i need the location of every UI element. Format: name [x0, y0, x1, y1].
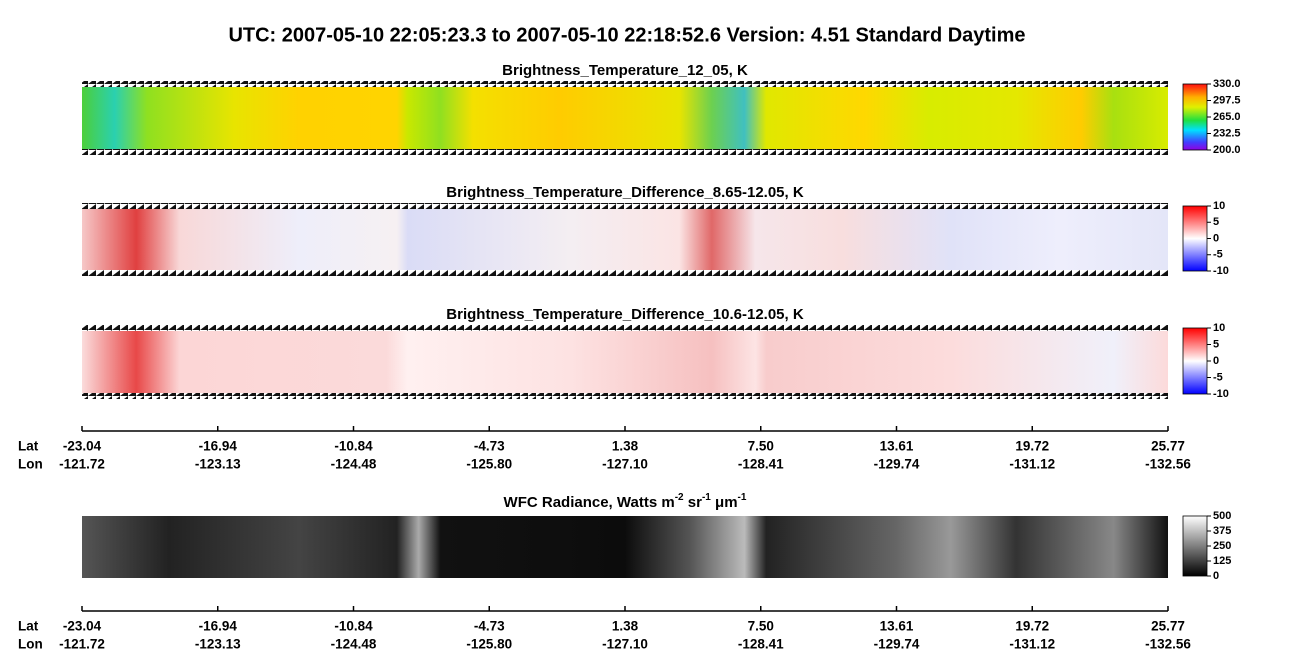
title-part: Brightness_Temperature_Difference_8.65-1…: [446, 184, 804, 201]
colorbar-tick-label: 375: [1213, 525, 1231, 537]
lon-tick-label: -131.12: [1009, 457, 1055, 472]
lon-tick-label: -127.10: [602, 457, 648, 472]
colorbar-tick-label: 0: [1213, 355, 1219, 367]
lat-tick-label: 13.61: [880, 439, 914, 454]
lat-tick-label: -23.04: [63, 439, 102, 454]
lon-tick-label: -132.56: [1145, 457, 1191, 472]
scan-edge: [82, 393, 1168, 399]
lat-tick-label: 7.50: [748, 439, 774, 454]
title-part: Brightness_Temperature_12_05, K: [502, 62, 748, 79]
lat-tick-label: -23.04: [63, 619, 102, 634]
lat-tick-label: -10.84: [334, 619, 373, 634]
title-part: -1: [702, 492, 711, 503]
colorbar-tick-label: -10: [1213, 265, 1229, 277]
title-part: μm: [711, 494, 738, 511]
colorbar: [1182, 205, 1208, 272]
title-part: -1: [738, 492, 747, 503]
colorbar-tick-label: -10: [1213, 388, 1229, 400]
lat-tick-label: -16.94: [199, 439, 238, 454]
panel-title: WFC Radiance, Watts m-2 sr-1 μm-1: [504, 492, 747, 511]
lat-tick-label: 19.72: [1015, 439, 1049, 454]
colorbar-tick-label: 125: [1213, 555, 1231, 567]
lon-tick-label: -123.13: [195, 457, 241, 472]
lat-tick-label: 13.61: [880, 619, 914, 634]
scan-edge: [82, 270, 1168, 276]
lon-tick-label: -129.74: [874, 457, 920, 472]
page-title: UTC: 2007-05-10 22:05:23.3 to 2007-05-10…: [228, 24, 1025, 46]
colorbar-tick-label: -5: [1213, 249, 1223, 261]
colorbar-tick-label: 10: [1213, 322, 1225, 334]
colorbar-tick-label: 265.0: [1213, 111, 1241, 123]
scan-edge: [82, 149, 1168, 155]
lon-label: Lon: [18, 457, 43, 472]
panel-title: Brightness_Temperature_Difference_8.65-1…: [446, 184, 804, 201]
lon-tick-label: -121.72: [59, 637, 105, 652]
lon-tick-label: -124.48: [331, 637, 377, 652]
lon-tick-label: -131.12: [1009, 637, 1055, 652]
image-strip: [82, 328, 1168, 396]
image-strip: [82, 516, 1168, 578]
scan-edge: [82, 81, 1168, 87]
lat-tick-label: -4.73: [474, 439, 505, 454]
colorbar-tick-label: 232.5: [1213, 127, 1241, 139]
lon-tick-label: -128.41: [738, 637, 784, 652]
lon-tick-label: -129.74: [874, 637, 920, 652]
image-strip: [82, 84, 1168, 152]
title-part: WFC Radiance, Watts m: [504, 494, 675, 511]
lat-tick-label: -10.84: [334, 439, 373, 454]
colorbar-tick-label: 200.0: [1213, 144, 1241, 156]
lat-tick-label: -16.94: [199, 619, 238, 634]
colorbar: [1182, 515, 1208, 577]
colorbar-tick-label: 5: [1213, 338, 1219, 350]
title-part: Brightness_Temperature_Difference_10.6-1…: [446, 306, 804, 323]
colorbar-tick-label: -5: [1213, 371, 1223, 383]
lon-label: Lon: [18, 637, 43, 652]
colorbar-tick-label: 0: [1213, 570, 1219, 582]
lat-tick-label: 25.77: [1151, 439, 1185, 454]
colorbar-tick-label: 250: [1213, 540, 1231, 552]
lon-tick-label: -123.13: [195, 637, 241, 652]
lat-label: Lat: [18, 439, 39, 454]
panel-title: Brightness_Temperature_Difference_10.6-1…: [446, 306, 804, 323]
lat-tick-label: 1.38: [612, 439, 639, 454]
lon-tick-label: -132.56: [1145, 637, 1191, 652]
lat-tick-label: -4.73: [474, 619, 505, 634]
colorbar-tick-label: 330.0: [1213, 78, 1241, 90]
scan-edge: [82, 325, 1168, 331]
lon-tick-label: -127.10: [602, 637, 648, 652]
title-part: sr: [684, 494, 703, 511]
lat-tick-label: 1.38: [612, 619, 639, 634]
colorbar: [1182, 327, 1208, 395]
lat-tick-label: 19.72: [1015, 619, 1049, 634]
lat-tick-label: 7.50: [748, 619, 774, 634]
lon-tick-label: -121.72: [59, 457, 105, 472]
lon-tick-label: -128.41: [738, 457, 784, 472]
image-strip: [82, 206, 1168, 273]
colorbar-tick-label: 5: [1213, 216, 1219, 228]
title-part: -2: [675, 492, 684, 503]
colorbar-tick-label: 10: [1213, 200, 1225, 212]
lat-tick-label: 25.77: [1151, 619, 1185, 634]
colorbar-tick-label: 0: [1213, 232, 1219, 244]
colorbar-tick-label: 297.5: [1213, 94, 1241, 106]
lat-label: Lat: [18, 619, 39, 634]
lon-tick-label: -125.80: [466, 457, 512, 472]
panel-title: Brightness_Temperature_12_05, K: [502, 62, 748, 79]
colorbar: [1182, 83, 1208, 151]
scan-edge: [82, 203, 1168, 209]
lon-tick-label: -125.80: [466, 637, 512, 652]
colorbar-tick-label: 500: [1213, 510, 1231, 522]
lon-tick-label: -124.48: [331, 457, 377, 472]
